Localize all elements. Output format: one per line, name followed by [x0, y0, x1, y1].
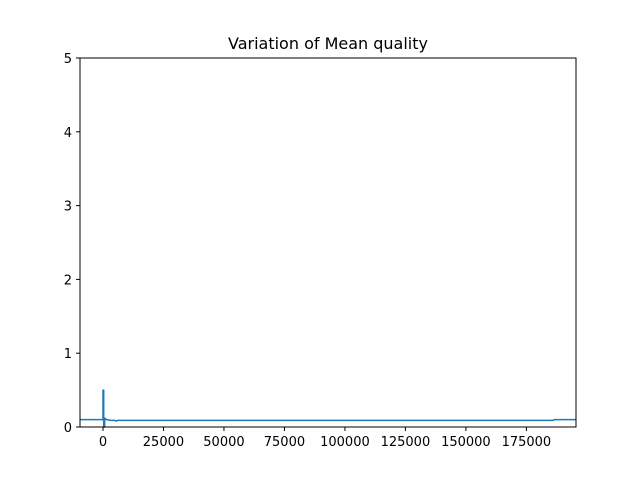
x-tick-label: 125000 [381, 435, 431, 450]
x-tick-label: 150000 [441, 435, 491, 450]
y-tick-label: 3 [64, 200, 72, 215]
x-tick-label: 50000 [203, 435, 244, 450]
plot-frame [79, 57, 577, 428]
x-axis: 0 25000 50000 75000 100000 125000 150000 175000 [99, 427, 551, 450]
x-tick-label: 0 [99, 435, 107, 450]
series-line-0 [80, 389, 576, 428]
y-tick-label: 0 [64, 421, 72, 436]
x-tick-label: 75000 [264, 435, 305, 450]
x-tick-label: 100000 [320, 435, 370, 450]
y-axis: 0 1 2 3 4 5 [64, 52, 80, 436]
chart-title: Variation of Mean quality [228, 34, 428, 53]
x-tick-label: 175000 [502, 435, 552, 450]
x-tick-label: 25000 [143, 435, 184, 450]
plot-area [80, 389, 576, 428]
y-tick-label: 4 [64, 126, 72, 141]
y-tick-label: 5 [64, 52, 72, 67]
y-tick-label: 2 [64, 273, 72, 288]
y-tick-label: 1 [64, 347, 72, 362]
